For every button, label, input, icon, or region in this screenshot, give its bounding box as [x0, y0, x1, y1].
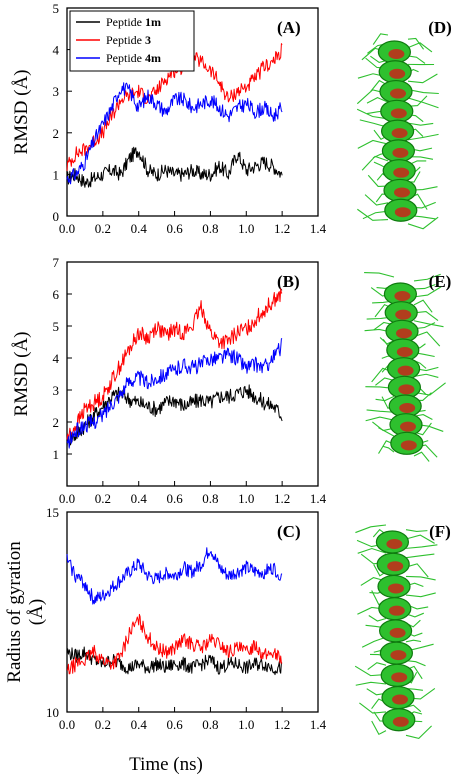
x-tick-label: 1.4 — [310, 491, 327, 506]
x-tick-label: 0.8 — [202, 491, 218, 506]
helix-structure-icon: (F) — [354, 522, 451, 740]
x-tick-label: 1.4 — [310, 717, 327, 732]
chart-panel-a: 0.0 0.2 0.4 0.6 0.8 1.0 1.2 1.4 0 1 2 3 4 5 RMSD (Å) (A… — [11, 1, 327, 236]
legend-label: Peptide 1m — [106, 15, 161, 29]
series-line-peptide-3 — [66, 43, 283, 171]
x-tick-label: 1.0 — [238, 491, 254, 506]
y-tick-label: 15 — [46, 505, 59, 520]
y-tick-label: 0 — [53, 209, 60, 224]
series-line-peptide-1m — [66, 646, 283, 676]
x-tick-label: 0.6 — [166, 717, 183, 732]
y-tick-label: 10 — [46, 705, 59, 720]
helix-structure-icon: (D) — [356, 18, 452, 230]
series-line-peptide-4m — [66, 338, 283, 449]
series-line-peptide-1m — [66, 146, 283, 188]
plot-frame — [66, 261, 319, 487]
y-tick-label: 4 — [53, 43, 60, 58]
legend-box — [69, 10, 195, 72]
x-tick-label: 0.8 — [202, 221, 218, 236]
x-tick-label: 0.0 — [59, 491, 75, 506]
x-tick-label: 0.0 — [59, 221, 75, 236]
series-line-peptide-4m — [66, 547, 283, 605]
panel-label: (B) — [277, 272, 300, 291]
legend-label: Peptide 3 — [106, 33, 151, 47]
series-line-peptide-4m — [66, 82, 283, 185]
x-tick-label: 1.2 — [274, 491, 290, 506]
legend: Peptide 1m Peptide 3 Peptide 4m — [69, 10, 195, 72]
y-tick-label: 4 — [53, 351, 60, 366]
x-tick-label: 0.2 — [95, 221, 111, 236]
x-tick-label: 1.0 — [238, 717, 254, 732]
x-tick-label: 0.6 — [166, 221, 183, 236]
panel-label: (D) — [428, 18, 452, 37]
x-tick-label: 1.0 — [238, 221, 254, 236]
x-tick-label: 0.0 — [59, 717, 75, 732]
x-tick-label: 1.2 — [274, 221, 290, 236]
y-tick-label: 6 — [53, 287, 60, 302]
chart-panel-b: 0.0 0.2 0.4 0.6 0.8 1.0 1.2 1.4 1 2 3 4 5 6 7 RMSD (Å) (… — [11, 255, 327, 506]
helix-structure-icon: (E) — [364, 271, 452, 462]
y-tick-label: 5 — [53, 1, 60, 16]
y-tick-label: 1 — [53, 167, 60, 182]
chart-panel-c: 0.0 0.2 0.4 0.6 0.8 1.0 1.2 1.4 10 15 Radius of gy… — [4, 505, 327, 732]
legend-label: Peptide 4m — [106, 51, 161, 65]
panel-label: (F) — [429, 522, 451, 541]
y-tick-label: 2 — [53, 126, 60, 141]
x-tick-label: 0.4 — [131, 221, 148, 236]
x-axis-title: Time (ns) — [129, 754, 203, 775]
series-line-peptide-1m — [66, 384, 283, 448]
y-tick-label: 3 — [53, 84, 60, 99]
y-tick-label: 7 — [53, 255, 60, 270]
y-tick-label: 2 — [53, 415, 60, 430]
x-tick-label: 0.2 — [95, 717, 111, 732]
x-tick-label: 0.8 — [202, 717, 218, 732]
y-axis-title: Radius of gyration — [4, 541, 25, 683]
y-axis-title: RMSD (Å) — [11, 332, 32, 417]
plot-frame — [66, 511, 319, 713]
series-line-peptide-3 — [67, 613, 283, 675]
x-tick-label: 0.4 — [131, 491, 148, 506]
panel-label: (C) — [277, 522, 301, 541]
y-axis-title: RMSD (Å) — [11, 70, 32, 155]
y-tick-label: 5 — [53, 319, 60, 334]
x-tick-label: 0.6 — [166, 491, 183, 506]
panel-label: (A) — [277, 18, 301, 37]
x-tick-label: 1.2 — [274, 717, 290, 732]
series-line-peptide-3 — [66, 288, 283, 440]
y-tick-label: 3 — [53, 383, 60, 398]
y-tick-label: 1 — [53, 447, 60, 462]
y-axis-title-unit: (Å) — [26, 599, 47, 625]
x-tick-label: 1.4 — [310, 221, 327, 236]
plot-frame — [66, 7, 319, 217]
x-tick-label: 0.2 — [95, 491, 111, 506]
x-tick-label: 0.4 — [131, 717, 148, 732]
panel-label: (E) — [429, 272, 452, 291]
